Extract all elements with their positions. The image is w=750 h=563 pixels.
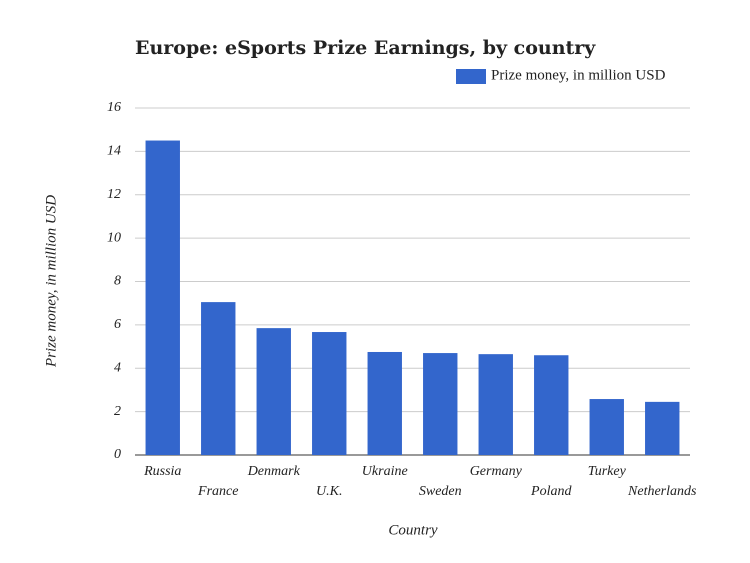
x-axis-title: Country <box>388 522 438 538</box>
y-tick-label: 0 <box>114 447 121 462</box>
y-tick-label: 14 <box>107 144 121 159</box>
bar <box>201 302 236 455</box>
bar <box>312 332 347 455</box>
bar <box>256 328 291 455</box>
x-tick-label: Russia <box>143 464 181 479</box>
y-tick-label: 6 <box>114 317 121 332</box>
y-tick-label: 8 <box>114 274 121 289</box>
legend-label: Prize money, in million USD <box>491 67 666 83</box>
legend-swatch <box>456 69 486 84</box>
y-tick-label: 2 <box>114 404 121 419</box>
x-tick-label: Netherlands <box>627 484 697 499</box>
x-tick-label: Ukraine <box>362 464 408 479</box>
bar <box>423 353 458 455</box>
x-tick-label: Turkey <box>588 464 627 479</box>
bar <box>534 355 569 455</box>
x-tick-label: Poland <box>530 484 572 499</box>
x-tick-label: Germany <box>470 464 523 479</box>
x-tick-label: Denmark <box>247 464 301 479</box>
y-tick-label: 16 <box>107 100 121 115</box>
chart-title: Europe: eSports Prize Earnings, by count… <box>135 37 596 59</box>
bar <box>367 351 402 455</box>
x-tick-label: U.K. <box>316 484 342 499</box>
bar <box>645 401 680 455</box>
y-tick-label: 4 <box>114 360 121 375</box>
bar <box>145 140 180 455</box>
bar <box>589 399 624 455</box>
bar <box>478 354 513 455</box>
y-axis-title: Prize money, in million USD <box>43 195 59 368</box>
x-tick-label: France <box>197 484 238 499</box>
y-tick-label: 10 <box>107 230 121 245</box>
x-tick-label: Sweden <box>419 484 462 499</box>
y-tick-label: 12 <box>107 187 121 202</box>
